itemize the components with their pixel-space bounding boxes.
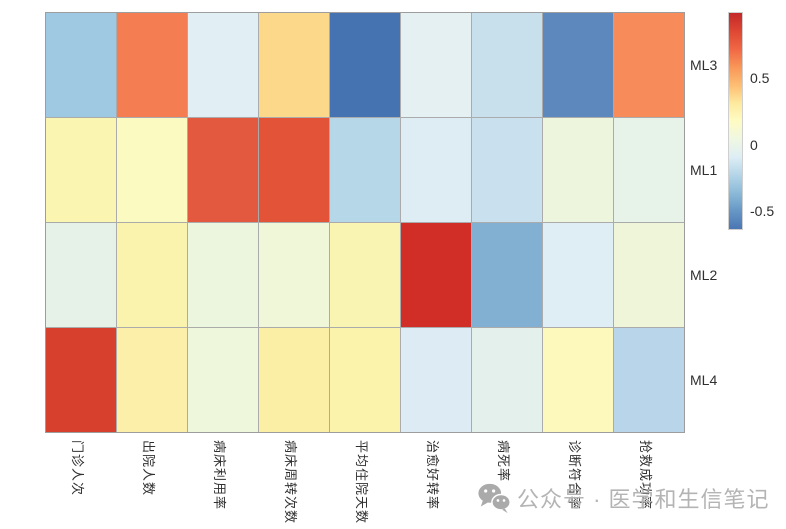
wechat-icon (477, 481, 511, 515)
heatmap-cell (614, 223, 684, 327)
heatmap-cell (330, 328, 400, 432)
heatmap-cell (401, 118, 471, 222)
heatmap-cell (543, 328, 613, 432)
heatmap-cell (543, 118, 613, 222)
heatmap-cell (259, 223, 329, 327)
heatmap-cell (472, 118, 542, 222)
heatmap-cell (117, 328, 187, 432)
heatmap-cell (614, 328, 684, 432)
heatmap-cell (46, 118, 116, 222)
heatmap-cell (614, 118, 684, 222)
heatmap-cell (188, 118, 258, 222)
heatmap-cell (472, 328, 542, 432)
heatmap-cell (472, 13, 542, 117)
colorbar-tick-label: 0 (750, 137, 758, 153)
colorbar-tick-label: -0.5 (750, 203, 774, 219)
heatmap-cell (472, 223, 542, 327)
row-label: ML2 (690, 267, 717, 283)
heatmap-cell (401, 223, 471, 327)
col-label: 病床周转次数 (282, 440, 301, 524)
col-label: 门诊人次 (69, 440, 88, 496)
heatmap-cell (543, 223, 613, 327)
heatmap-cell (401, 328, 471, 432)
row-label: ML3 (690, 57, 717, 73)
col-label: 平均住院天数 (353, 440, 372, 524)
heatmap-cell (330, 118, 400, 222)
row-label: ML1 (690, 162, 717, 178)
heatmap-cell (117, 223, 187, 327)
heatmap-cell (401, 13, 471, 117)
col-label: 诊断符合率 (566, 440, 585, 510)
heatmap-cell (259, 328, 329, 432)
heatmap-figure: ML3 ML1 ML2 ML4 门诊人次 出院人数 病床利用率 病床周转次数 平均住院天数 治愈… (0, 0, 786, 529)
colorbar-tick-label: 0.5 (750, 70, 769, 86)
heatmap-cell (188, 13, 258, 117)
heatmap-cell (614, 13, 684, 117)
heatmap-cell (46, 328, 116, 432)
watermark: 公众号 · 医学和生信笔记 (477, 481, 770, 515)
heatmap-cell (117, 13, 187, 117)
col-label: 出院人数 (140, 440, 159, 496)
heatmap-cell (330, 223, 400, 327)
heatmap-cell (188, 328, 258, 432)
row-label: ML4 (690, 372, 717, 388)
col-label: 病床利用率 (211, 440, 230, 510)
heatmap-cell (117, 118, 187, 222)
heatmap-cell (259, 13, 329, 117)
heatmap-cell (46, 223, 116, 327)
heatmap-cell (46, 13, 116, 117)
colorbar (728, 12, 743, 230)
heatmap-cell (543, 13, 613, 117)
heatmap-cell (259, 118, 329, 222)
heatmap-cell (330, 13, 400, 117)
col-label: 治愈好转率 (424, 440, 443, 510)
heatmap-cell (188, 223, 258, 327)
col-label: 病死率 (495, 440, 514, 482)
col-label: 抢救成功率 (637, 440, 656, 510)
heatmap-grid (45, 12, 685, 433)
